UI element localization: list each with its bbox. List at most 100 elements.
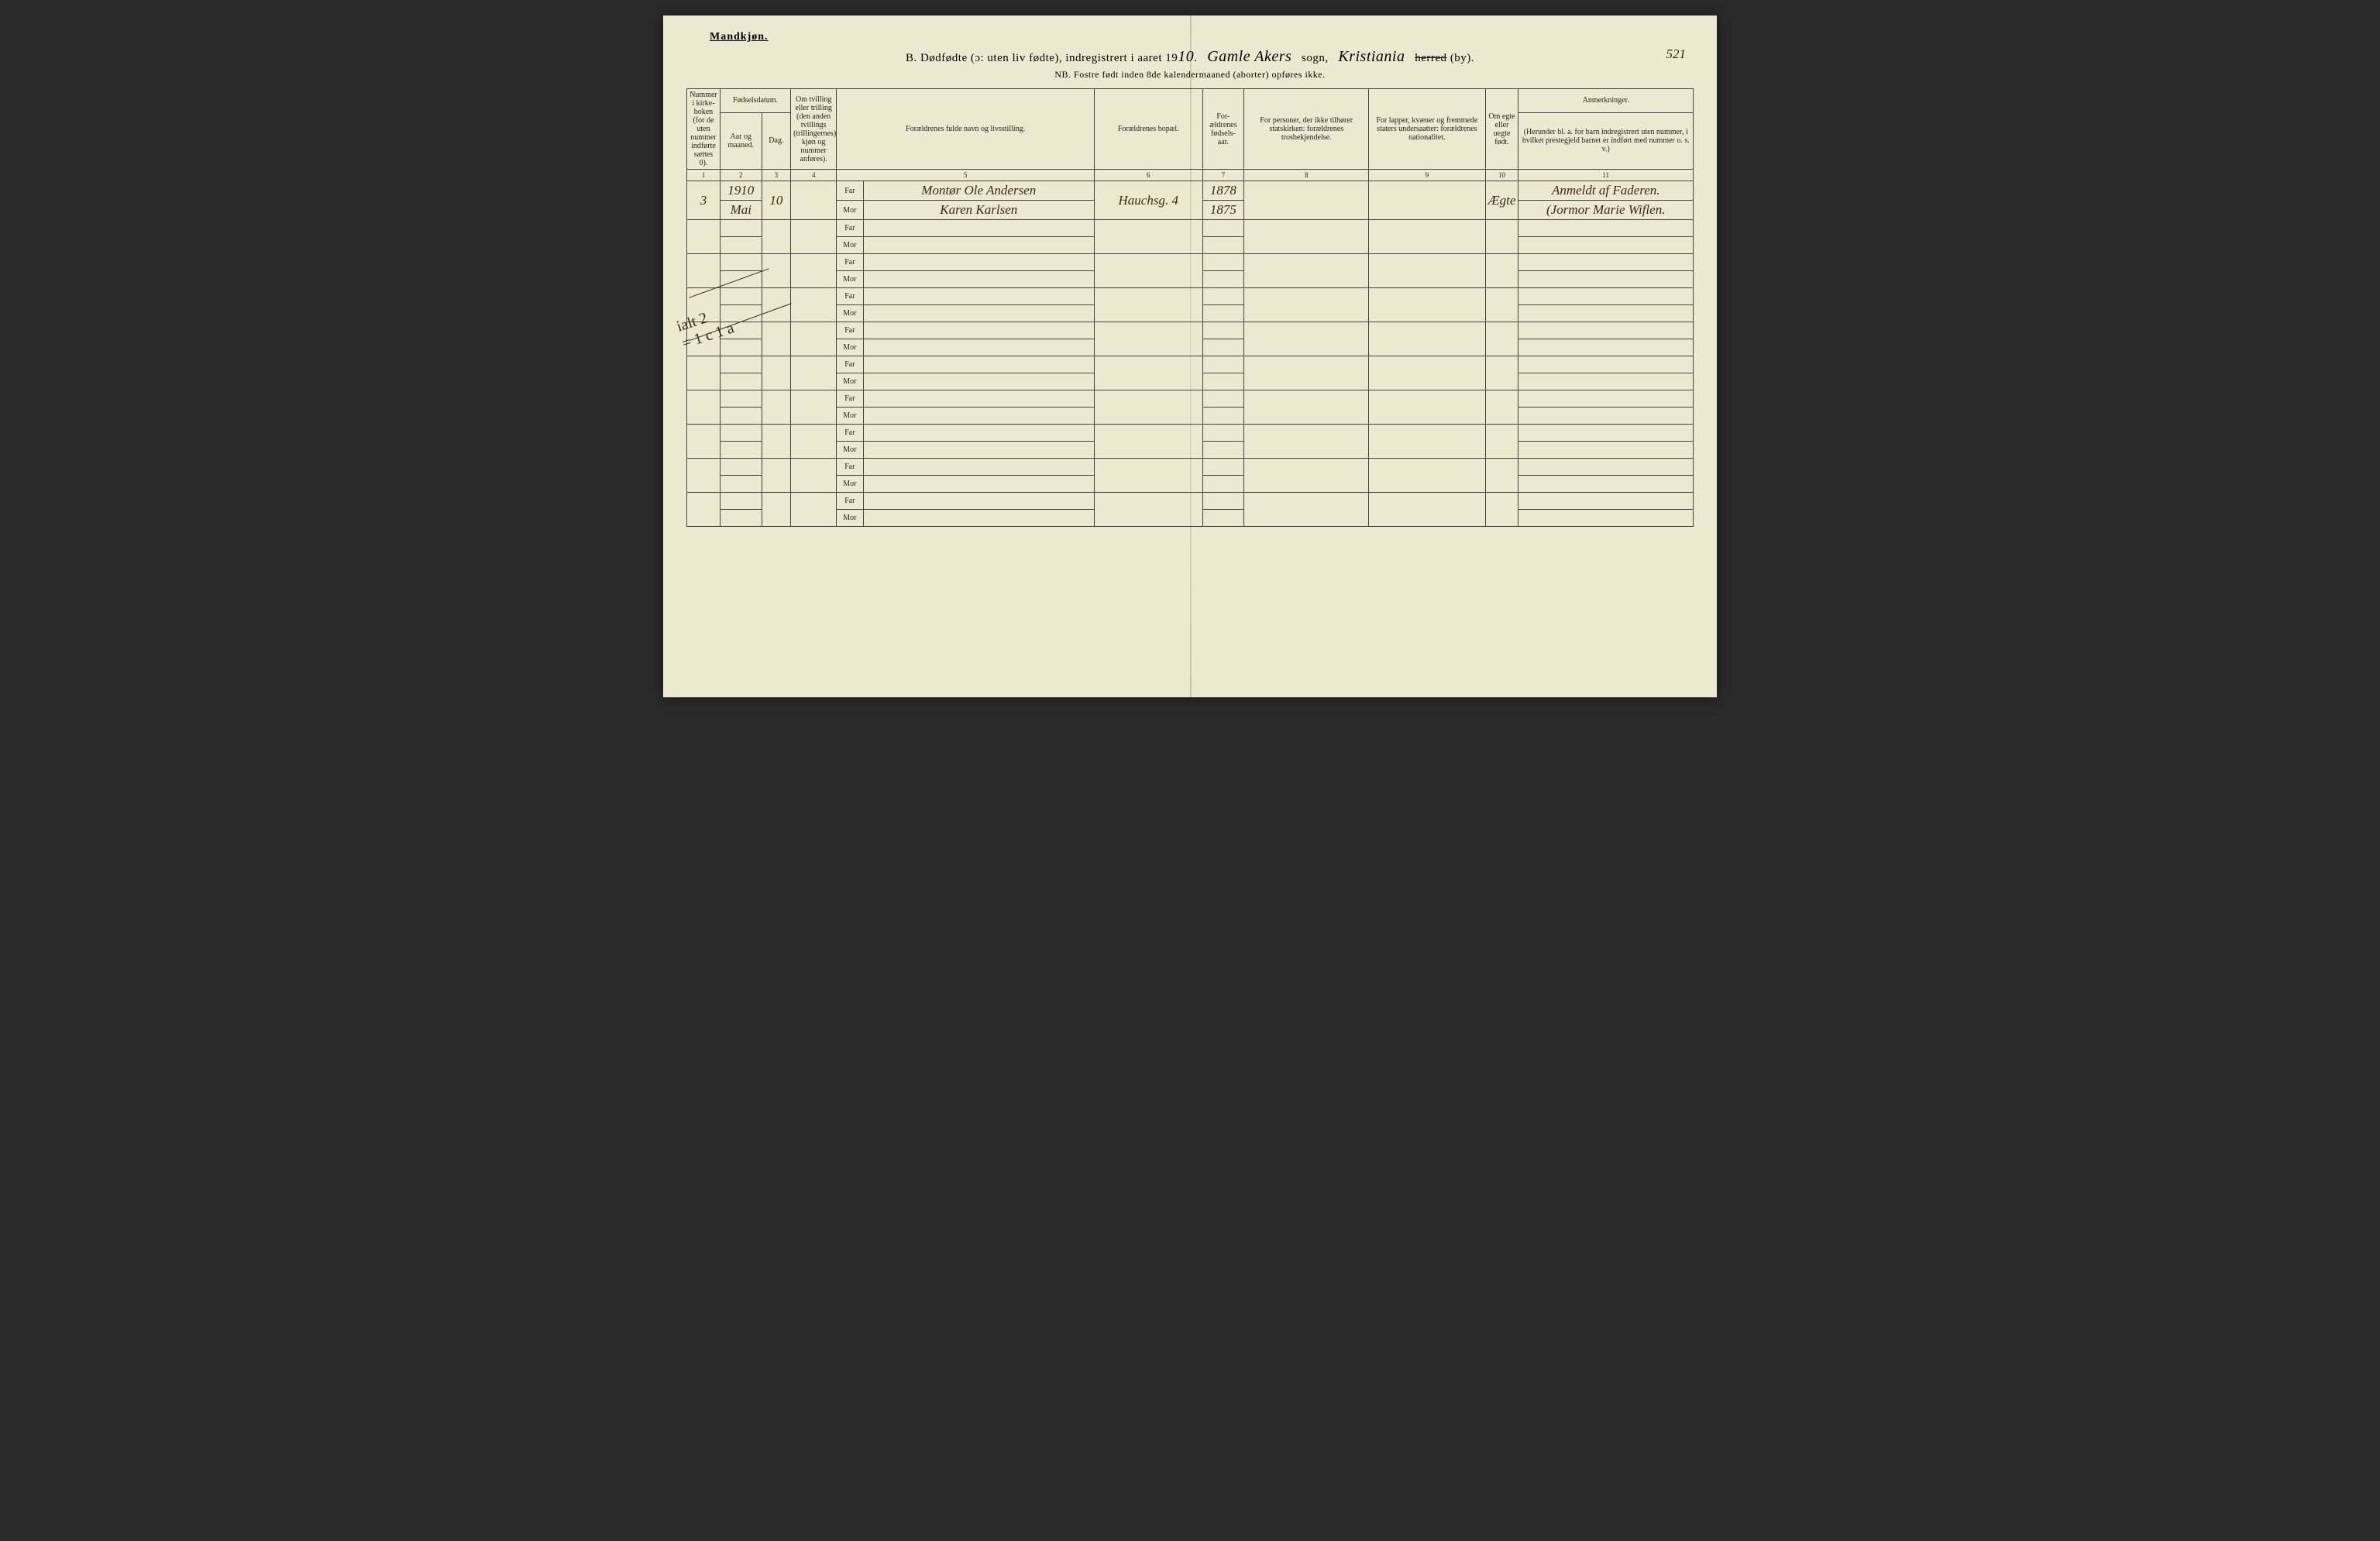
entry-num	[687, 220, 721, 254]
far-name	[863, 254, 1094, 271]
colnum-11: 11	[1518, 170, 1694, 181]
entry-egte	[1485, 459, 1518, 493]
far-year	[1202, 322, 1244, 339]
far-label: Far	[837, 322, 863, 339]
entry-year	[720, 220, 762, 237]
entry-row-mor: Mor	[687, 271, 1694, 288]
entry-tros	[1244, 254, 1369, 288]
entry-anm-far	[1518, 493, 1694, 510]
entry-twin	[791, 288, 837, 322]
entry-day	[762, 493, 791, 527]
entry-year	[720, 459, 762, 476]
colnum-4: 4	[791, 170, 837, 181]
header-title: B. Dødfødte (ɔ: uten liv fødte), indregi…	[686, 48, 1694, 66]
col3-sub: Dag.	[762, 112, 791, 169]
far-name	[863, 356, 1094, 373]
entry-row-mor: Mor	[687, 442, 1694, 459]
far-label: Far	[837, 390, 863, 408]
entry-year	[720, 425, 762, 442]
entry-tros	[1244, 181, 1369, 220]
far-name	[863, 288, 1094, 305]
entry-egte	[1485, 288, 1518, 322]
far-label: Far	[837, 181, 863, 201]
far-label: Far	[837, 425, 863, 442]
far-name	[863, 425, 1094, 442]
title-prefix: B. Dødfødte (ɔ: uten liv fødte), indregi…	[906, 52, 1178, 64]
far-year	[1202, 356, 1244, 373]
entry-egte	[1485, 425, 1518, 459]
header-sex: Mandkjøn.	[710, 31, 1694, 43]
entry-row-mor: MaiMorKaren Karlsen1875(Jormor Marie Wif…	[687, 201, 1694, 220]
mor-label: Mor	[837, 373, 863, 390]
entry-tros	[1244, 425, 1369, 459]
entry-anm-far	[1518, 459, 1694, 476]
entry-row-mor: Mor	[687, 476, 1694, 493]
far-name	[863, 493, 1094, 510]
col2-3-top: Fødselsdatum.	[720, 89, 790, 113]
far-year: 1878	[1202, 181, 1244, 201]
entry-month	[720, 442, 762, 459]
entry-tros	[1244, 493, 1369, 527]
entry-anm-far	[1518, 220, 1694, 237]
mor-name	[863, 237, 1094, 254]
title-year-hand: 10	[1178, 48, 1194, 65]
sogn-hand: Gamle Akers	[1207, 48, 1291, 65]
mor-name	[863, 476, 1094, 493]
entry-year	[720, 356, 762, 373]
entry-day	[762, 254, 791, 288]
entry-num	[687, 425, 721, 459]
far-name: Montør Ole Andersen	[863, 181, 1094, 201]
entry-nat	[1369, 425, 1485, 459]
mor-label: Mor	[837, 237, 863, 254]
entry-anm-mor: (Jormor Marie Wiflen.	[1518, 201, 1694, 220]
entry-twin	[791, 220, 837, 254]
entry-tros	[1244, 288, 1369, 322]
entry-bopael	[1094, 288, 1202, 322]
entry-anm-mor	[1518, 237, 1694, 254]
mor-year	[1202, 476, 1244, 493]
far-name	[863, 220, 1094, 237]
entry-bopael	[1094, 322, 1202, 356]
sogn-label: sogn,	[1302, 52, 1329, 64]
entry-row-far: Far	[687, 493, 1694, 510]
entry-twin	[791, 390, 837, 425]
entry-twin	[791, 322, 837, 356]
entry-num: 3	[687, 181, 721, 220]
far-name	[863, 459, 1094, 476]
entry-month	[720, 476, 762, 493]
mor-year	[1202, 339, 1244, 356]
entry-month	[720, 510, 762, 527]
entry-egte	[1485, 356, 1518, 390]
entry-nat	[1369, 459, 1485, 493]
entry-day	[762, 322, 791, 356]
col11-top: Anmerkninger.	[1518, 89, 1694, 113]
entry-anm-far	[1518, 322, 1694, 339]
far-year	[1202, 390, 1244, 408]
mor-label: Mor	[837, 201, 863, 220]
by-label: (by).	[1450, 52, 1474, 64]
col6-header: Forældrenes bopæl.	[1094, 89, 1202, 170]
entry-twin	[791, 181, 837, 220]
col5-header: Forældrenes fulde navn og livsstilling.	[837, 89, 1095, 170]
mor-label: Mor	[837, 408, 863, 425]
mor-year: 1875	[1202, 201, 1244, 220]
entry-tros	[1244, 356, 1369, 390]
entry-tros	[1244, 322, 1369, 356]
far-year	[1202, 493, 1244, 510]
entry-num	[687, 390, 721, 425]
entry-anm-far: Anmeldt af Faderen.	[1518, 181, 1694, 201]
entry-year	[720, 493, 762, 510]
entry-anm-far	[1518, 288, 1694, 305]
mor-year	[1202, 305, 1244, 322]
by-hand: Kristiania	[1338, 48, 1405, 65]
col7-header: For- ældrenes fødsels- aar.	[1202, 89, 1244, 170]
far-year	[1202, 288, 1244, 305]
entry-egte	[1485, 493, 1518, 527]
far-name	[863, 322, 1094, 339]
entry-anm-mor	[1518, 476, 1694, 493]
col4-header: Om tvilling eller trilling (den anden tv…	[791, 89, 837, 170]
far-label: Far	[837, 254, 863, 271]
entry-anm-far	[1518, 356, 1694, 373]
mor-label: Mor	[837, 271, 863, 288]
entry-month	[720, 373, 762, 390]
